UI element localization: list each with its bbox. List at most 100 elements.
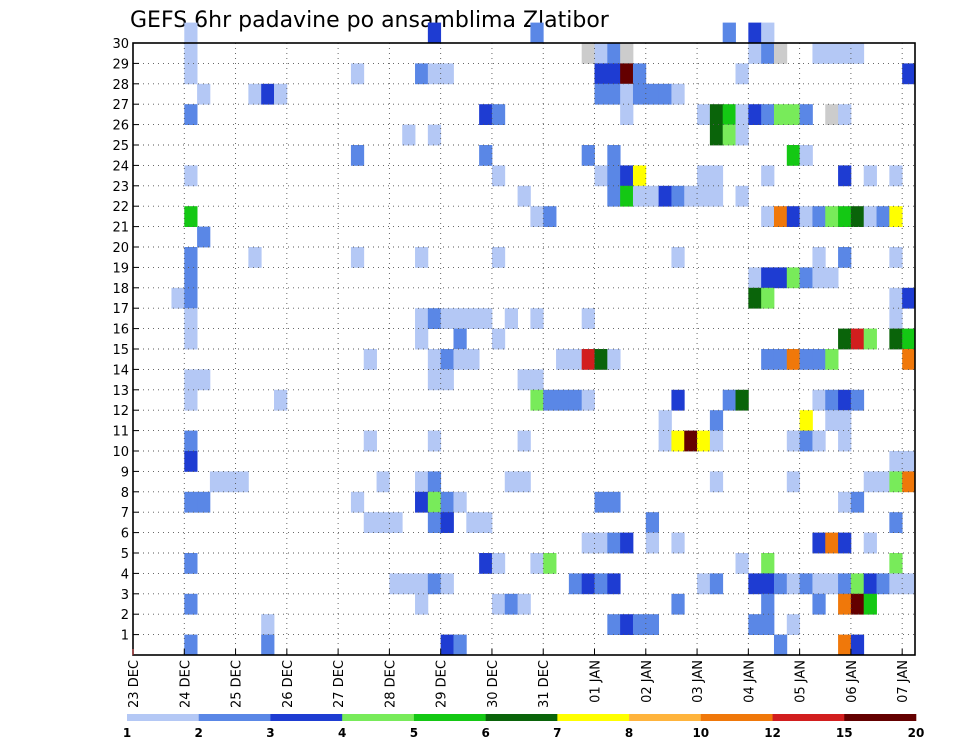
heatmap-cell [543,389,557,411]
colorbar-segment [629,714,702,721]
heatmap-cell [748,43,762,64]
heatmap-cell [504,471,518,493]
heatmap-cell [786,267,801,289]
y-tick-label: 10 [112,445,129,460]
heatmap-cell [658,185,672,207]
heatmap-cell [568,349,583,370]
x-tick-label: 30 DEC [486,660,501,708]
y-tick-label: 16 [112,323,129,338]
heatmap-cell [709,185,724,207]
heatmap-cell [812,573,826,595]
heatmap-cell [825,573,839,595]
heatmap-cell [825,389,839,411]
heatmap-cell [825,349,839,370]
y-tick-label: 17 [112,302,129,317]
heatmap-cell [632,185,647,207]
heatmap-cell [799,349,813,370]
heatmap-cell [902,451,916,472]
heatmap-cell [453,328,467,350]
heatmap-cell [632,165,647,187]
y-tick-label: 30 [112,37,129,52]
heatmap-cell [376,471,390,493]
heatmap-cell [799,267,813,289]
heatmap-cell [761,593,775,615]
colorbar-label: 2 [195,726,203,740]
y-tick-label: 2 [121,608,129,623]
heatmap-cell [773,634,788,656]
y-tick-label: 13 [112,384,129,399]
heatmap-cell [594,83,608,105]
heatmap-cell [440,573,454,595]
heatmap-cell [671,593,685,615]
heatmap-cell [517,593,531,615]
heatmap-cell [761,267,775,289]
heatmap-cell [530,308,544,329]
heatmap-cell [889,573,903,595]
heatmap-cell [838,410,852,431]
heatmap-cell [850,328,865,350]
heatmap-cell [607,145,621,166]
heatmap-cell [697,430,711,452]
heatmap-cell [415,491,429,513]
heatmap-cell [748,267,762,289]
colorbar-label: 1 [123,726,131,740]
x-tick-label: 23 DEC [127,660,142,708]
heatmap-cell [479,308,493,329]
heatmap-cell [184,63,198,85]
x-tick-label: 05 JAN [794,660,809,703]
heatmap-cell [697,573,711,595]
heatmap-cell [671,389,685,411]
heatmap-cell [504,308,518,329]
heatmap-cell [684,185,698,207]
heatmap-cell [171,287,185,309]
colorbar-label: 8 [625,726,633,740]
heatmap-cell [889,471,903,493]
heatmap-cell [838,532,852,554]
heatmap-cell [466,349,480,370]
heatmap-cell [735,124,749,146]
heatmap-cell [838,634,852,656]
x-tick-label: 29 DEC [435,660,450,708]
heatmap-cell [709,165,724,187]
heatmap-cell [620,63,634,85]
heatmap-cell [658,410,672,431]
heatmap-cell [530,389,544,411]
heatmap-cell [863,573,877,595]
x-tick-label: 04 JAN [742,660,757,703]
heatmap-cell [825,410,839,431]
heatmap-cell [440,491,454,513]
heatmap-cell [902,63,916,85]
heatmap-cell [786,206,801,227]
heatmap-cell [402,573,416,595]
heatmap-cell [850,593,865,615]
heatmap-cell [761,553,775,574]
heatmap-cell [889,165,903,187]
heatmap-cell [184,43,198,64]
heatmap-cell [491,328,506,350]
heatmap-cell [761,165,775,187]
heatmap-cell [197,226,211,248]
heatmap-cell [184,553,198,574]
heatmap-cell [838,389,852,411]
heatmap-cell [863,593,877,615]
heatmap-cell [761,104,775,125]
heatmap-cell [556,349,570,370]
heatmap-cell [902,287,916,309]
heatmap-cell [748,287,762,309]
colorbar-segment [485,714,558,721]
heatmap-cell [799,410,813,431]
heatmap-cell [184,451,198,472]
heatmap-cell [197,83,211,105]
y-tick-label: 24 [112,159,129,174]
heatmap-cell [607,185,621,207]
y-tick-label: 28 [112,78,129,93]
heatmap-cell [184,247,198,268]
heatmap-cell [722,22,736,44]
heatmap-cell [491,104,506,125]
y-tick-label: 25 [112,139,129,154]
heatmap-cell [645,614,660,635]
colorbar-label: 10 [692,726,709,740]
heatmap-cell [838,430,852,452]
heatmap-cell [838,573,852,595]
heatmap-cell [850,491,865,513]
